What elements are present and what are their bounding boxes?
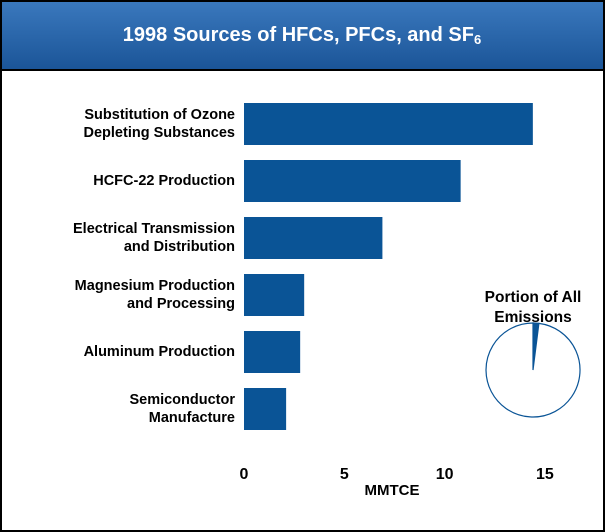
category-label: Semiconductor [129,392,235,408]
bar [244,331,301,373]
chart-title: 1998 Sources of HFCs, PFCs, and SF6 [123,24,481,47]
bar [244,274,305,316]
title-subscript: 6 [474,32,481,47]
category-label: and Processing [127,296,235,312]
category-label: Electrical Transmission [73,221,235,237]
x-tick-label: 0 [240,466,249,483]
category-label: Depleting Substances [84,125,235,141]
category-label: Magnesium Production [75,278,235,294]
x-tick-label: 15 [536,466,554,483]
category-label: Aluminum Production [84,344,235,360]
title-bar [2,2,603,69]
category-label: HCFC-22 Production [93,173,235,189]
category-label: and Distribution [124,239,235,255]
x-tick-label: 10 [436,466,454,483]
category-label: Manufacture [149,410,235,426]
category-label: Substitution of Ozone [84,107,235,123]
bar [244,217,383,259]
bar [244,160,461,202]
pie-slice [485,322,581,418]
title-main: 1998 Sources of HFCs, PFCs, and SF [123,24,474,46]
x-tick-label: 5 [340,466,349,483]
bar [244,103,533,145]
pie-title: Portion of All [485,289,582,306]
x-axis-label: MMTCE [365,482,420,499]
pie-title: Emissions [494,309,572,326]
bar [244,388,287,430]
